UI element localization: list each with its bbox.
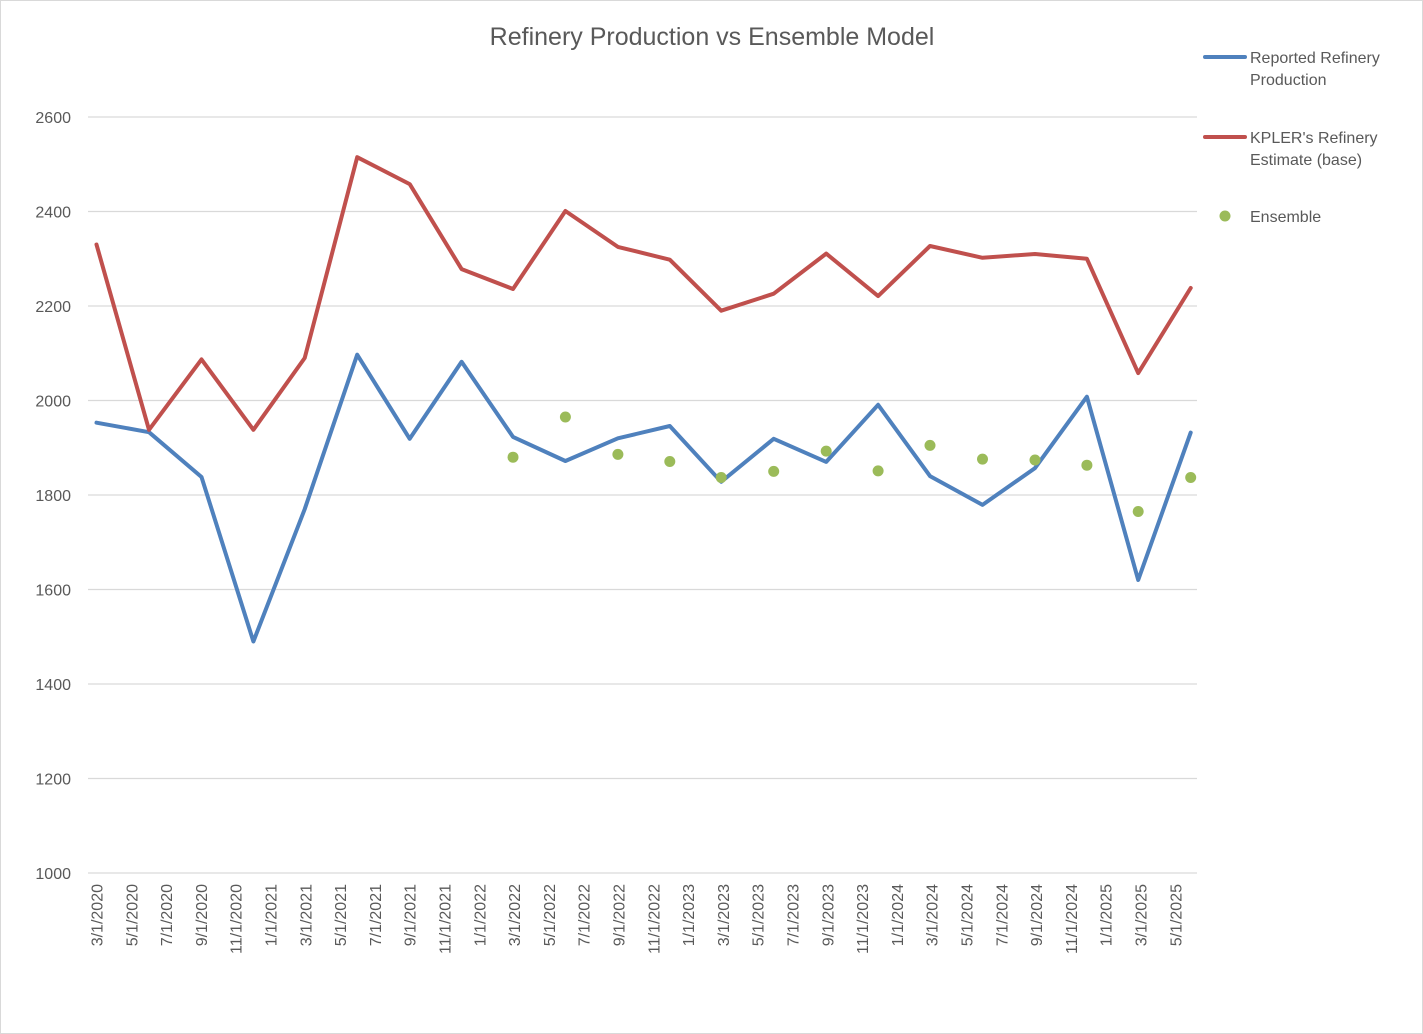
x-tick-label: 3/1/2022 — [507, 884, 524, 946]
x-tick-label: 9/1/2023 — [820, 884, 837, 946]
x-tick-label: 5/1/2021 — [333, 884, 350, 946]
y-tick-label: 2400 — [35, 205, 71, 222]
x-tick-label: 5/1/2023 — [751, 884, 768, 946]
ensemble-point — [612, 448, 624, 460]
y-tick-label: 1200 — [35, 772, 71, 789]
x-tick-label: 7/1/2022 — [577, 884, 594, 946]
ensemble-point — [664, 456, 676, 467]
legend-item-0: Reported Refinery Production — [1203, 50, 1380, 89]
y-tick-label: 2600 — [35, 110, 71, 127]
x-tick-label: 1/1/2021 — [264, 884, 281, 946]
ensemble-point — [507, 451, 519, 463]
ensemble-point — [820, 445, 832, 457]
x-tick-label: 1/1/2025 — [1099, 884, 1116, 946]
series-line — [94, 352, 1193, 644]
series-layer — [94, 155, 1197, 644]
ensemble-point — [977, 453, 988, 465]
legend-item-1: KPLER's Refinery Estimate (base) — [1203, 130, 1378, 169]
ensemble-point — [768, 465, 780, 477]
legend-swatch — [1219, 210, 1231, 222]
x-tick-label: 9/1/2021 — [403, 884, 420, 946]
ensemble-point — [559, 411, 571, 423]
x-tick-label: 5/1/2024 — [960, 884, 977, 946]
series-0 — [94, 352, 1193, 644]
x-tick-label: 3/1/2023 — [716, 884, 733, 946]
x-tick-label: 9/1/2022 — [612, 884, 629, 946]
y-tick-label: 2000 — [35, 394, 71, 411]
ensemble-point — [1081, 459, 1093, 471]
legend-label: Ensemble — [1250, 209, 1321, 226]
x-tick-label: 3/1/2024 — [925, 884, 942, 946]
x-tick-label: 11/1/2020 — [229, 884, 246, 954]
ensemble-point — [1185, 472, 1197, 483]
y-tick-label: 1600 — [35, 583, 71, 600]
x-tick-label: 7/1/2021 — [368, 884, 385, 946]
x-tick-label: 3/1/2020 — [90, 884, 107, 946]
x-tick-label: 3/1/2025 — [1134, 884, 1151, 946]
x-tick-label: 1/1/2024 — [890, 884, 907, 946]
x-tick-label: 11/1/2024 — [1064, 884, 1081, 954]
x-tick-label: 9/1/2024 — [1029, 884, 1046, 946]
ensemble-point — [1029, 454, 1041, 466]
x-tick-label: 11/1/2022 — [646, 884, 663, 954]
x-tick-label: 3/1/2021 — [298, 884, 315, 946]
y-tick-label: 1000 — [35, 866, 71, 883]
series-1 — [94, 155, 1193, 432]
x-tick-label: 1/1/2023 — [681, 884, 698, 946]
x-tick-label: 11/1/2023 — [855, 884, 872, 954]
ensemble-point — [715, 472, 727, 483]
series-2 — [507, 411, 1197, 517]
y-tick-label: 2200 — [35, 299, 71, 316]
y-axis-ticks: 1000 1200 1400 1600 1800 2000 2200 2400 2600 — [35, 110, 71, 883]
x-tick-label: 5/1/2020 — [124, 884, 141, 946]
ensemble-point — [872, 465, 884, 477]
y-tick-label: 1400 — [35, 677, 71, 694]
x-tick-label: 7/1/2020 — [159, 884, 176, 946]
gridlines — [88, 116, 1197, 874]
x-tick-label: 7/1/2024 — [994, 884, 1011, 946]
x-tick-label: 1/1/2022 — [472, 884, 489, 946]
ensemble-point — [1132, 506, 1144, 517]
x-tick-label: 11/1/2021 — [438, 884, 455, 954]
y-tick-label: 1800 — [35, 488, 71, 505]
legend-label: Reported Refinery Production — [1250, 50, 1380, 89]
legend: Reported Refinery Production KPLER's Refin… — [1203, 50, 1380, 226]
legend-item-2: Ensemble — [1219, 209, 1321, 226]
x-tick-label: 9/1/2020 — [194, 884, 211, 946]
x-tick-label: 7/1/2023 — [786, 884, 803, 946]
x-axis-ticks: 3/1/2020 5/1/2020 7/1/2020 9/1/2020 11/1/202… — [90, 884, 1186, 954]
chart-title: Refinery Production vs Ensemble Model — [490, 23, 935, 51]
x-tick-label: 5/1/2025 — [1168, 884, 1185, 946]
x-tick-label: 5/1/2022 — [542, 884, 559, 946]
legend-label: KPLER's Refinery Estimate (base) — [1250, 130, 1378, 169]
series-line — [94, 155, 1193, 432]
ensemble-point — [924, 439, 936, 451]
